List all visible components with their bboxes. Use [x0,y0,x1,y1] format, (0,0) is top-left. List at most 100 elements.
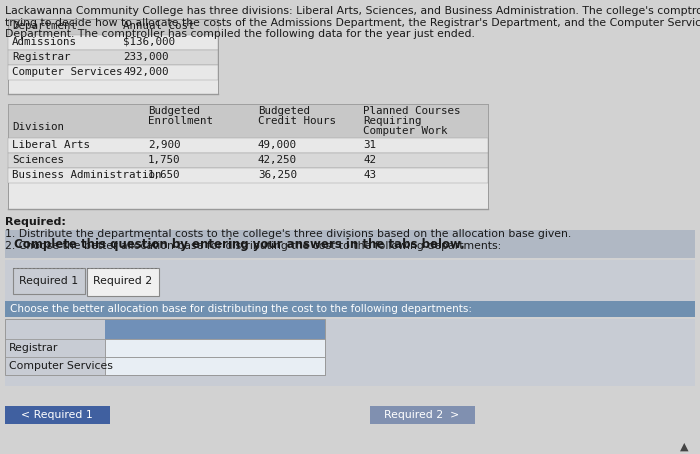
Text: 2,900: 2,900 [148,140,181,150]
Bar [95,268,97,269]
Text: Credit Hours: Credit Hours [258,116,336,126]
Bar [8,153,488,168]
Bar [69,268,71,269]
Bar [8,138,488,153]
Bar [29,268,31,269]
Text: Registrar: Registrar [9,343,58,353]
Bar [87,268,89,269]
Bar [8,168,488,183]
Bar [5,319,695,386]
Text: Department. The comptroller has compiled the following data for the year just en: Department. The comptroller has compiled… [5,29,475,39]
Text: ▲: ▲ [680,442,688,452]
Bar [61,268,63,269]
Text: 36,250: 36,250 [258,170,297,180]
Bar [123,268,125,269]
Bar [127,268,129,269]
Bar [139,268,141,269]
Bar [37,268,39,269]
Bar [25,268,27,269]
Bar [17,268,19,269]
Bar [57,268,59,269]
Bar [143,268,145,269]
Text: Choose the better allocation base for distributing the cost to the following dep: Choose the better allocation base for di… [10,304,472,314]
Text: 1. Distribute the departmental costs to the college's three divisions based on t: 1. Distribute the departmental costs to … [5,229,571,239]
Bar [103,268,105,269]
Text: < Required 1: < Required 1 [21,410,93,420]
Text: Required 2: Required 2 [93,276,153,286]
Text: Division: Division [12,122,64,132]
Text: Enrollment: Enrollment [148,116,213,126]
Bar [53,268,55,269]
Bar [370,406,475,424]
Text: 42: 42 [363,155,376,165]
Bar [13,268,85,294]
Bar [105,339,325,357]
Text: 1,750: 1,750 [148,155,181,165]
Text: Budgeted: Budgeted [148,106,200,116]
Bar [119,268,121,269]
Bar [77,268,79,269]
Bar [5,406,110,424]
Text: $136,000: $136,000 [123,37,175,47]
Bar [8,104,488,209]
Bar [21,268,23,269]
Text: 492,000: 492,000 [123,67,169,77]
Text: 43: 43 [363,170,376,180]
Text: Admissions: Admissions [12,37,77,47]
Text: 49,000: 49,000 [258,140,297,150]
Text: Required 1: Required 1 [20,276,78,286]
Text: Business Administration: Business Administration [12,170,162,180]
Bar [107,268,109,269]
Bar [5,319,325,375]
Bar [8,50,218,65]
Text: Annual Cost: Annual Cost [123,21,195,31]
Bar [45,268,47,269]
Text: Computer Services: Computer Services [12,67,122,77]
Text: 233,000: 233,000 [123,52,169,62]
Bar [135,268,137,269]
Bar [115,268,117,269]
Bar [8,65,218,80]
Bar [13,268,15,269]
Text: Computer Services: Computer Services [9,361,113,371]
Text: Required:: Required: [5,217,66,227]
Text: trying to decide how to allocate the costs of the Admissions Department, the Reg: trying to decide how to allocate the cos… [5,18,700,28]
Text: 2. Choose the better allocation base for distributing the cost to the following : 2. Choose the better allocation base for… [5,241,501,251]
Text: Sciences: Sciences [12,155,64,165]
Bar [73,268,75,269]
Bar [91,268,93,269]
Bar [8,104,488,138]
Bar [105,357,325,375]
Bar [87,268,159,296]
Bar [5,230,695,258]
Text: 42,250: 42,250 [258,155,297,165]
Text: Registrar: Registrar [12,52,71,62]
Text: 1,650: 1,650 [148,170,181,180]
Text: Liberal Arts: Liberal Arts [12,140,90,150]
Bar [8,19,218,35]
Bar [111,268,113,269]
Bar [8,19,218,94]
Bar [33,268,35,269]
Bar [151,268,153,269]
Text: 31: 31 [363,140,376,150]
Text: Requiring: Requiring [363,116,421,126]
Text: Planned Courses: Planned Courses [363,106,461,116]
Text: Budgeted: Budgeted [258,106,310,116]
Bar [41,268,43,269]
Bar [49,268,51,269]
Text: Required 2  >: Required 2 > [384,410,460,420]
Text: Computer Work: Computer Work [363,126,447,136]
Bar [65,268,67,269]
Bar [99,268,101,269]
Bar [81,268,83,269]
Bar [147,268,149,269]
Text: Department: Department [12,21,77,31]
Bar [5,301,695,317]
Bar [8,35,218,50]
Bar [131,268,133,269]
Bar [155,268,157,269]
Text: Lackawanna Community College has three divisions: Liberal Arts, Sciences, and Bu: Lackawanna Community College has three d… [5,6,700,16]
Bar [105,319,325,339]
Text: Complete this question by entering your answers in the tabs below.: Complete this question by entering your … [14,238,465,251]
